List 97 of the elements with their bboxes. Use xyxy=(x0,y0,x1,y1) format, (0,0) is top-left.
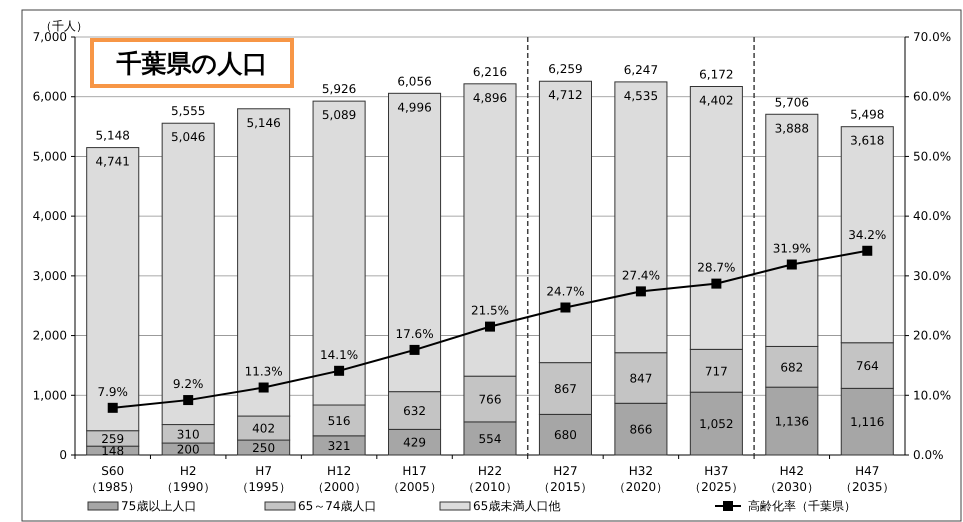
point xyxy=(183,395,194,406)
y2-tick-label: 0.0% xyxy=(913,448,944,462)
total-label: 6,216 xyxy=(472,64,508,79)
x-tick-label: H12 （2000） xyxy=(312,464,366,494)
data-label: 847 xyxy=(629,372,652,386)
data-label: 5,146 xyxy=(246,116,281,130)
x-tick-label: H27 （2015） xyxy=(538,464,593,494)
data-label: 632 xyxy=(403,404,426,418)
data-label: 4,741 xyxy=(96,154,130,169)
data-label: 3,888 xyxy=(774,121,809,136)
data-label: 9.2% xyxy=(172,377,204,392)
x-tick-label: H37 （2025） xyxy=(689,464,744,494)
x-tick-label: H42 （2030） xyxy=(764,464,820,494)
y2-tick-label: 20.0% xyxy=(913,328,952,343)
data-label: 4,535 xyxy=(624,88,658,103)
data-label: 31.9% xyxy=(772,242,811,256)
total-label: 5,555 xyxy=(171,104,206,118)
data-label: 554 xyxy=(478,432,502,446)
y2-tick-label: 30.0% xyxy=(913,268,952,283)
x-tick-label: S60 （1985） xyxy=(85,464,140,494)
data-label: 24.7% xyxy=(546,284,585,299)
legend-label: 65～74歳人口 xyxy=(298,499,377,513)
data-label: 5,089 xyxy=(322,108,356,122)
total-label: 5,148 xyxy=(96,128,130,143)
data-label: 717 xyxy=(704,364,728,378)
data-label: 3,618 xyxy=(850,134,884,148)
x-tick-label: H22 （2010） xyxy=(462,464,518,494)
data-label: 682 xyxy=(780,360,804,374)
data-label: 4,896 xyxy=(472,90,508,105)
y-tick-label: 5,000 xyxy=(32,149,67,164)
x-tick-label: H7 （1995） xyxy=(236,464,291,494)
data-label: 4,402 xyxy=(699,94,734,108)
data-label: 27.4% xyxy=(622,268,660,282)
y2-tick-label: 10.0% xyxy=(913,388,952,402)
y-tick-label: 0 xyxy=(59,448,67,462)
data-label: 7.9% xyxy=(97,384,128,399)
data-label: 321 xyxy=(328,438,351,453)
total-label: 6,172 xyxy=(699,68,734,82)
data-label: 680 xyxy=(554,428,577,442)
x-tick-label: H32 （2020） xyxy=(614,464,668,494)
data-label: 5,046 xyxy=(171,130,206,144)
y2-tick-label: 50.0% xyxy=(913,149,952,164)
data-label: 1,136 xyxy=(774,414,809,429)
x-tick-label: H47 （2035） xyxy=(840,464,895,494)
y-tick-label: 6,000 xyxy=(32,90,67,104)
x-tick-label: H2 （1990） xyxy=(160,464,216,494)
total-label: 5,498 xyxy=(850,108,884,122)
total-label: 5,706 xyxy=(774,95,809,110)
data-label: 4,996 xyxy=(397,100,432,114)
data-label: 17.6% xyxy=(395,326,434,341)
data-label: 259 xyxy=(101,432,124,446)
data-label: 866 xyxy=(629,422,652,437)
data-label: 402 xyxy=(252,422,276,436)
y-tick-label: 2,000 xyxy=(32,328,67,343)
total-label: 6,056 xyxy=(397,74,432,88)
y-tick-label: 1,000 xyxy=(32,388,67,402)
data-label: 148 xyxy=(101,444,124,458)
data-label: 764 xyxy=(856,359,879,374)
point xyxy=(485,322,495,332)
point xyxy=(334,366,344,376)
data-label: 250 xyxy=(252,441,276,456)
data-label: 200 xyxy=(176,442,200,457)
data-label: 11.3% xyxy=(244,364,283,379)
point xyxy=(636,286,646,296)
data-label: 867 xyxy=(554,382,577,396)
y2-tick-label: 70.0% xyxy=(913,30,952,44)
point xyxy=(258,382,269,393)
y2-tick-label: 60.0% xyxy=(913,90,952,104)
point xyxy=(862,246,872,256)
point xyxy=(108,402,118,413)
legend-label: 75歳以上人口 xyxy=(121,499,196,513)
total-label: 6,259 xyxy=(548,62,583,76)
y2-tick-label: 40.0% xyxy=(913,209,952,224)
data-label: 21.5% xyxy=(470,304,510,318)
data-label: 516 xyxy=(328,414,351,428)
data-label: 34.2% xyxy=(848,228,886,242)
data-label: 4,712 xyxy=(548,88,583,102)
point xyxy=(410,344,420,355)
legend-label: 高齢化率（千葉県） xyxy=(748,499,856,513)
point xyxy=(560,302,570,313)
legend-label: 65歳未満人口他 xyxy=(473,499,560,513)
point xyxy=(711,278,722,289)
data-label: 14.1% xyxy=(320,348,358,362)
total-label: 5,926 xyxy=(322,82,356,96)
data-label: 28.7% xyxy=(697,260,736,275)
y-axis-title: （千人） xyxy=(40,19,88,33)
total-label: 6,247 xyxy=(624,62,658,77)
x-tick-label: H17 （2005） xyxy=(387,464,442,494)
point xyxy=(786,260,797,270)
y-tick-label: 3,000 xyxy=(32,268,67,283)
data-label: 1,116 xyxy=(850,415,884,430)
data-label: 766 xyxy=(478,392,502,407)
data-label: 429 xyxy=(403,436,426,450)
data-label: 310 xyxy=(176,427,200,442)
y-tick-label: 4,000 xyxy=(32,209,67,224)
text: 千葉県の人口 xyxy=(116,49,268,78)
data-label: 1,052 xyxy=(699,417,734,432)
